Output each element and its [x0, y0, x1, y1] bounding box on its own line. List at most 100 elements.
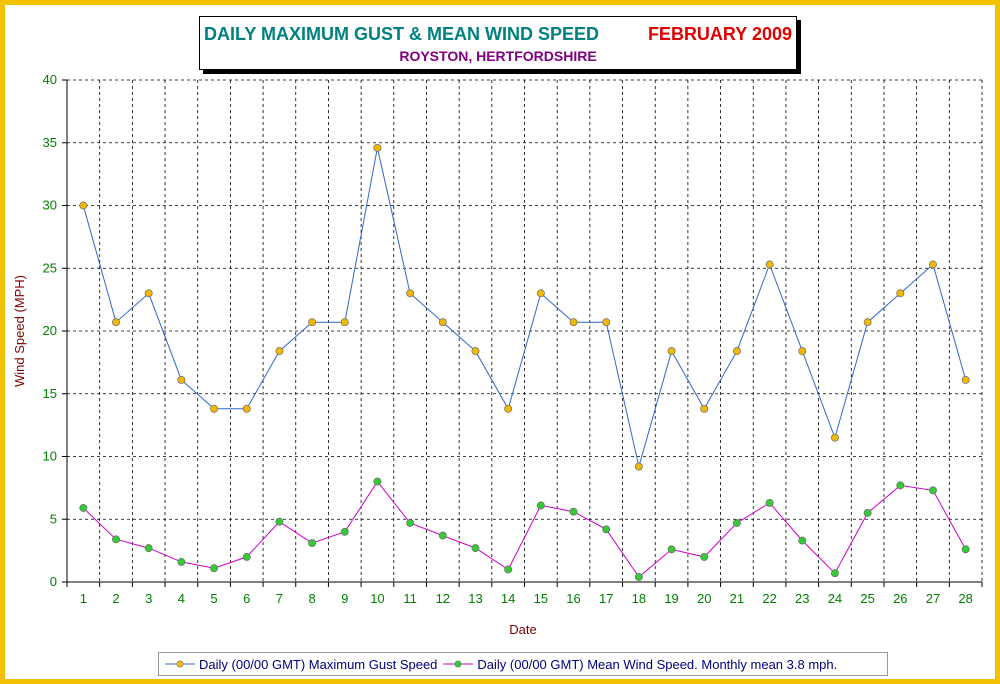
legend-label-mean: Daily (00/00 GMT) Mean Wind Speed. Month… [477, 656, 838, 672]
x-axis-label: Date [509, 622, 536, 637]
data-point-mean [112, 535, 120, 544]
data-point-gust [929, 260, 937, 269]
x-tick-label: 2 [112, 591, 119, 606]
x-tick-label: 25 [860, 591, 874, 606]
data-point-mean [830, 569, 839, 578]
data-point-gust [275, 347, 284, 356]
data-point-gust [732, 347, 741, 356]
data-point-mean [177, 557, 186, 566]
grid [67, 79, 983, 582]
data-point-gust [896, 289, 905, 298]
data-point-gust [634, 462, 643, 471]
data-point-gust [961, 375, 970, 384]
data-point-mean [961, 545, 970, 554]
y-axis-label: Wind Speed (MPH) [12, 275, 27, 387]
data-point-gust [765, 260, 774, 269]
data-point-gust [406, 289, 415, 298]
legend-item-gust: Daily (00/00 GMT) Maximum Gust Speed [165, 657, 437, 672]
data-point-mean [471, 544, 480, 553]
data-point-mean [242, 552, 251, 561]
x-tick-label: 23 [795, 591, 809, 606]
x-tick-label: 8 [308, 591, 315, 606]
data-point-mean [275, 517, 284, 526]
data-point-gust [863, 318, 872, 327]
data-point-gust [373, 143, 382, 152]
x-tick-label: 9 [341, 591, 348, 606]
legend: Daily (00/00 GMT) Maximum Gust Speed Dai… [158, 652, 888, 676]
y-tick-label: 15 [43, 386, 57, 401]
x-tick-label: 7 [276, 591, 283, 606]
series-gust [79, 143, 970, 471]
data-point-gust [536, 289, 545, 298]
data-point-gust [144, 289, 153, 298]
x-tick-label: 20 [697, 591, 711, 606]
series-layer [79, 143, 970, 581]
chart-title: DAILY MAXIMUM GUST & MEAN WIND SPEED [204, 24, 600, 44]
data-point-gust [798, 347, 807, 356]
data-point-mean [732, 519, 741, 527]
data-point-gust [471, 347, 480, 356]
x-tick-label: 1 [80, 591, 87, 606]
data-point-mean [406, 519, 415, 527]
data-point-mean [863, 509, 872, 517]
y-tick-label: 10 [43, 449, 57, 464]
data-point-mean [765, 498, 774, 507]
data-point-mean [896, 481, 905, 490]
data-point-mean [798, 536, 807, 545]
data-point-gust [210, 404, 219, 413]
x-tick-label: 18 [632, 591, 646, 606]
data-point-mean [79, 504, 88, 512]
chart-period: FEBRUARY 2009 [647, 24, 792, 44]
data-point-gust [242, 404, 251, 413]
data-point-mean [634, 573, 643, 581]
chart-subtitle: ROYSTON, HERTFORDSHIRE [399, 48, 597, 64]
data-point-gust [308, 318, 317, 327]
series-mean [79, 477, 970, 581]
data-point-mean [144, 544, 153, 553]
data-point-mean [667, 545, 676, 554]
data-point-mean [504, 565, 513, 574]
y-tick-label: 20 [43, 323, 57, 338]
y-tick-label: 40 [43, 72, 57, 87]
x-tick-label: 10 [370, 591, 384, 606]
x-tick-label: 4 [178, 591, 185, 606]
data-point-mean [929, 486, 937, 495]
data-point-mean [536, 501, 545, 510]
data-point-gust [177, 375, 186, 384]
data-point-gust [830, 433, 839, 442]
legend-item-mean: Daily (00/00 GMT) Mean Wind Speed. Month… [443, 657, 837, 672]
y-tick-label: 25 [43, 260, 57, 275]
x-tick-label: 22 [762, 591, 776, 606]
x-tick-label: 14 [501, 591, 515, 606]
series-line-mean [82, 480, 967, 578]
y-tick-label: 35 [43, 135, 57, 150]
x-tick-label: 24 [828, 591, 842, 606]
legend-swatch-gust [165, 660, 195, 668]
x-tick-label: 11 [403, 591, 417, 606]
data-point-mean [700, 552, 709, 561]
x-tick-label: 26 [893, 591, 907, 606]
data-point-gust [112, 318, 120, 327]
x-tick-label: 3 [145, 591, 152, 606]
x-tick-label: 28 [958, 591, 972, 606]
series-line-gust [82, 147, 967, 467]
data-point-gust [602, 318, 611, 327]
axes [62, 79, 983, 587]
data-point-gust [340, 318, 349, 327]
y-tick-label: 5 [50, 511, 57, 526]
y-tick-labels: 0 5 10 15 20 25 30 35 40 [43, 72, 57, 589]
x-tick-labels: 1 2 3 4 5 6 7 8 9 10 11 12 13 14 15 16 17 18 19 20 21 22 23 24 2… [80, 591, 973, 606]
legend-label-gust: Daily (00/00 GMT) Maximum Gust Speed [199, 656, 438, 672]
data-point-gust [667, 347, 676, 356]
x-tick-label: 15 [534, 591, 548, 606]
data-point-mean [602, 525, 611, 534]
data-point-mean [340, 527, 349, 536]
legend-swatch-mean [443, 660, 474, 668]
x-tick-label: 21 [730, 591, 744, 606]
x-tick-label: 17 [599, 591, 613, 606]
data-point-mean [373, 477, 382, 486]
data-point-mean [210, 564, 219, 573]
x-tick-label: 27 [926, 591, 940, 606]
data-point-gust [700, 404, 709, 413]
